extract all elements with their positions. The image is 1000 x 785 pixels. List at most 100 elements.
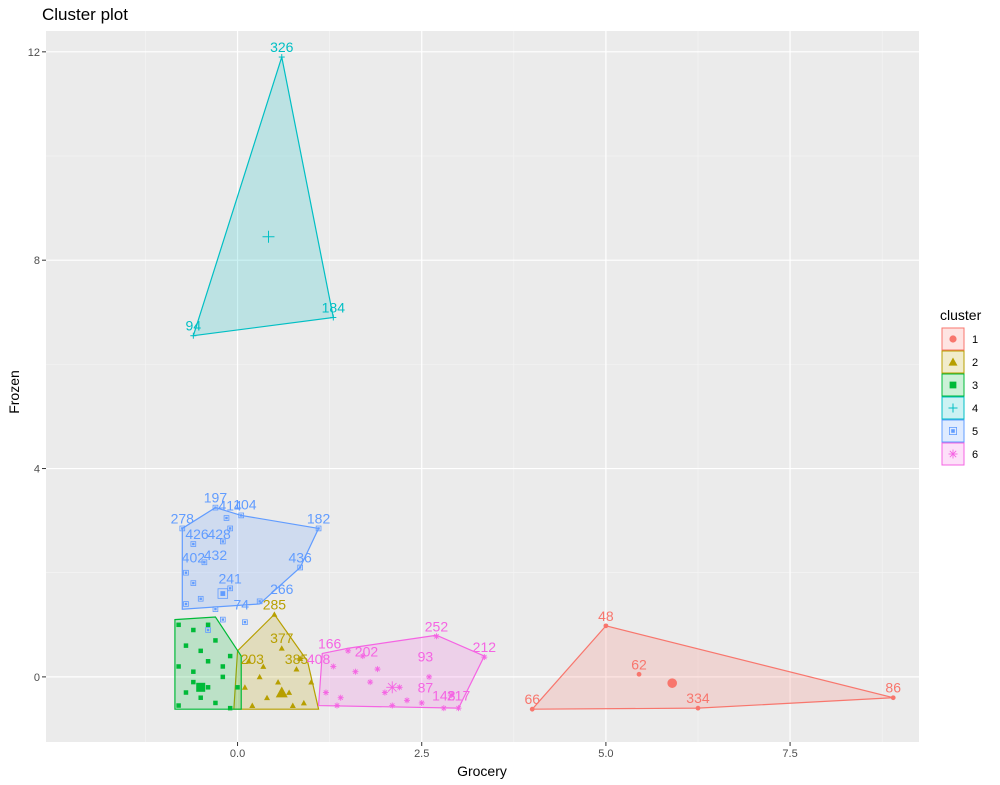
cluster-3-point	[176, 664, 181, 669]
cluster-6-point	[403, 697, 410, 704]
cluster-1-point	[529, 706, 535, 712]
cluster-2-label: 385	[285, 651, 309, 667]
cluster-points	[176, 54, 896, 712]
y-tick-label: 12	[28, 47, 40, 59]
y-tick-label: 8	[34, 255, 40, 267]
cluster-2-point	[241, 684, 248, 690]
cluster-5-point	[220, 538, 226, 545]
cluster-3-point	[227, 653, 233, 659]
cluster-4-label: 184	[322, 299, 346, 315]
cluster-6-point	[337, 694, 344, 701]
cluster-6-label: 217	[447, 688, 471, 704]
cluster-4-point	[278, 54, 285, 61]
cluster-6-point	[448, 692, 455, 699]
cluster-3-point	[205, 622, 211, 628]
cluster-5-point	[227, 525, 233, 532]
cluster-6-point	[367, 679, 374, 686]
cluster-6-point	[481, 654, 488, 661]
y-tick-label: 4	[34, 464, 40, 476]
cluster-6-label: 252	[425, 618, 449, 634]
cluster-5-label: 428	[207, 526, 231, 542]
cluster-1-point	[636, 671, 642, 677]
cluster-6-point	[381, 689, 388, 696]
cluster-6-label: 87	[418, 680, 434, 696]
cluster-6-point	[426, 673, 433, 680]
cluster-2-label: 285	[263, 596, 287, 612]
cluster-3-point	[191, 669, 196, 674]
cluster-1-label: 62	[631, 656, 647, 672]
cluster-4-point	[330, 314, 337, 321]
cluster-5-hull	[181, 506, 320, 610]
x-axis-title: Grocery	[457, 763, 507, 779]
legend-item-3: 3	[941, 373, 978, 397]
cluster-5-point	[190, 580, 197, 586]
cluster-6-point	[352, 668, 359, 675]
cluster-5-point	[190, 541, 197, 547]
cluster-5-point	[212, 504, 219, 511]
cluster-3-point	[227, 705, 233, 711]
cluster-2-point	[300, 699, 307, 706]
legend-key-symbol	[948, 403, 958, 413]
x-tick-label: 0.0	[230, 748, 245, 760]
cluster-2-point	[271, 611, 278, 617]
cluster-3-point	[213, 700, 218, 706]
cluster-6-point	[345, 647, 352, 654]
cluster-2-point	[293, 666, 300, 672]
cluster-3-point	[205, 685, 211, 690]
cluster-5-point	[205, 627, 211, 633]
cluster-2-point	[264, 694, 271, 701]
legend-key-symbol	[948, 449, 958, 459]
cluster-5-point	[256, 598, 263, 605]
cluster-3-point	[235, 685, 240, 690]
legend-item-1: 1	[941, 327, 978, 351]
minor-gridlines	[46, 31, 919, 742]
legend-label: 6	[972, 449, 978, 461]
cluster-1-point	[695, 705, 701, 711]
legend: cluster 1 2 3 4 5 6	[940, 307, 982, 466]
cluster-6-center	[386, 681, 399, 694]
cluster-5-label: 182	[307, 510, 331, 526]
legend-key-symbol	[949, 335, 957, 343]
legend-item-2: 2	[941, 350, 978, 374]
cluster-5-point	[238, 512, 245, 519]
cluster-5-point	[179, 525, 186, 532]
cluster-5-label: 241	[218, 570, 242, 586]
cluster-2-point	[308, 679, 315, 685]
legend-label: 1	[972, 334, 978, 346]
legend-item-6: 6	[941, 442, 978, 466]
cluster-5-point	[183, 569, 189, 576]
cluster-3-point	[220, 674, 226, 680]
cluster-6-label: 212	[473, 639, 497, 655]
cluster-5-label: 74	[233, 596, 249, 612]
cluster-2-label: 377	[270, 630, 294, 646]
cluster-1-label: 66	[524, 691, 540, 707]
cluster-5-point	[227, 585, 233, 592]
cluster-5-label: 414	[218, 497, 242, 513]
chart-title: Cluster plot	[42, 5, 128, 24]
cluster-3-point	[176, 622, 181, 628]
cluster-5-label: 104	[233, 496, 257, 512]
cluster-6-point	[359, 653, 366, 660]
plot-panel	[46, 31, 919, 742]
cluster-5-point	[183, 601, 189, 607]
cluster-6-point	[440, 705, 447, 712]
legend-key-symbol	[949, 381, 957, 389]
cluster-2-point	[289, 702, 296, 708]
cluster-2-point	[245, 658, 252, 664]
legend-label: 2	[972, 357, 978, 369]
cluster-6-point	[389, 702, 396, 709]
legend-label: 3	[972, 380, 978, 392]
cluster-1-label: 334	[686, 690, 710, 706]
cluster-2-hull	[233, 613, 320, 710]
cluster-5-point	[197, 595, 204, 602]
legend-label: 5	[972, 426, 978, 438]
cluster-4-label: 326	[270, 39, 294, 55]
cluster-3-point	[198, 648, 203, 654]
cluster-6-point	[374, 666, 381, 673]
cluster-5-point	[297, 564, 303, 571]
cluster-2-point	[286, 689, 293, 695]
cluster-5-label: 402	[182, 550, 206, 566]
legend-label: 4	[972, 403, 978, 415]
cluster-6-point	[334, 702, 340, 709]
